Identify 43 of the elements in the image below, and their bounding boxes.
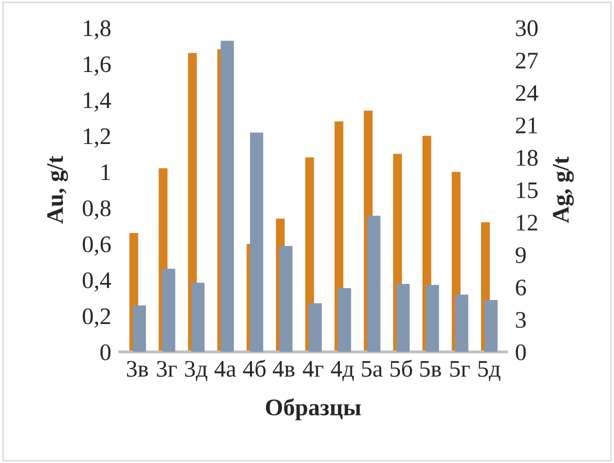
y2-tick-label: 30	[516, 20, 538, 36]
x-tick-label: 4г	[302, 361, 324, 377]
y2-tick-label: 3	[516, 312, 526, 328]
y2-tick-label: 27	[516, 52, 538, 68]
y-axis-title: Au, g/t	[47, 156, 68, 224]
y-tick-label: 1,2	[84, 128, 110, 148]
y2-axis-title: Ag, g/t	[552, 156, 574, 224]
y-tick-label: 0,6	[82, 236, 111, 256]
x-tick-label: 4б	[243, 360, 266, 377]
x-axis-title: Образцы	[266, 398, 361, 420]
bar	[250, 132, 264, 352]
x-tick-label: 4а	[214, 361, 236, 377]
y2-tick-label: 21	[516, 118, 538, 134]
y-tick-label: 1,4	[84, 92, 112, 112]
x-tick-label: 3д	[185, 360, 208, 382]
y-tick-label: 0	[100, 344, 110, 360]
y2-tick-label: 6	[516, 280, 526, 296]
x-tick-label: 4д	[330, 361, 354, 382]
y-tick-label: 0,2	[82, 308, 110, 328]
y2-tick-label: 12	[516, 214, 538, 230]
bar	[308, 303, 322, 352]
x-tick-label: 5в	[420, 361, 442, 377]
y2-tick-label: 15	[516, 182, 538, 198]
y-tick-label: 0,4	[82, 272, 112, 292]
x-tick-label: 5д	[478, 361, 500, 382]
y-tick-label: 0,8	[82, 200, 110, 220]
x-tick-label: 3в	[126, 360, 148, 377]
x-tick-label: 3г	[157, 360, 177, 377]
bar	[426, 284, 440, 352]
y2-tick-label: 24	[516, 85, 538, 101]
y2-tick-label: 9	[516, 247, 526, 264]
bar	[455, 294, 468, 352]
x-tick-label: 5б	[390, 360, 412, 377]
x-tick-label: 5а	[362, 361, 383, 377]
x-tick-label: 5г	[450, 361, 470, 377]
x-tick-label: 4в	[272, 361, 295, 377]
bar	[338, 288, 352, 352]
y-tick-label: 1	[102, 164, 110, 180]
y2-tick-label: 18	[516, 150, 538, 166]
bar	[191, 282, 205, 352]
y-tick-label: 1,8	[84, 20, 110, 40]
y2-tick-label: 0	[516, 344, 526, 360]
y-tick-label: 1,6	[84, 56, 111, 76]
